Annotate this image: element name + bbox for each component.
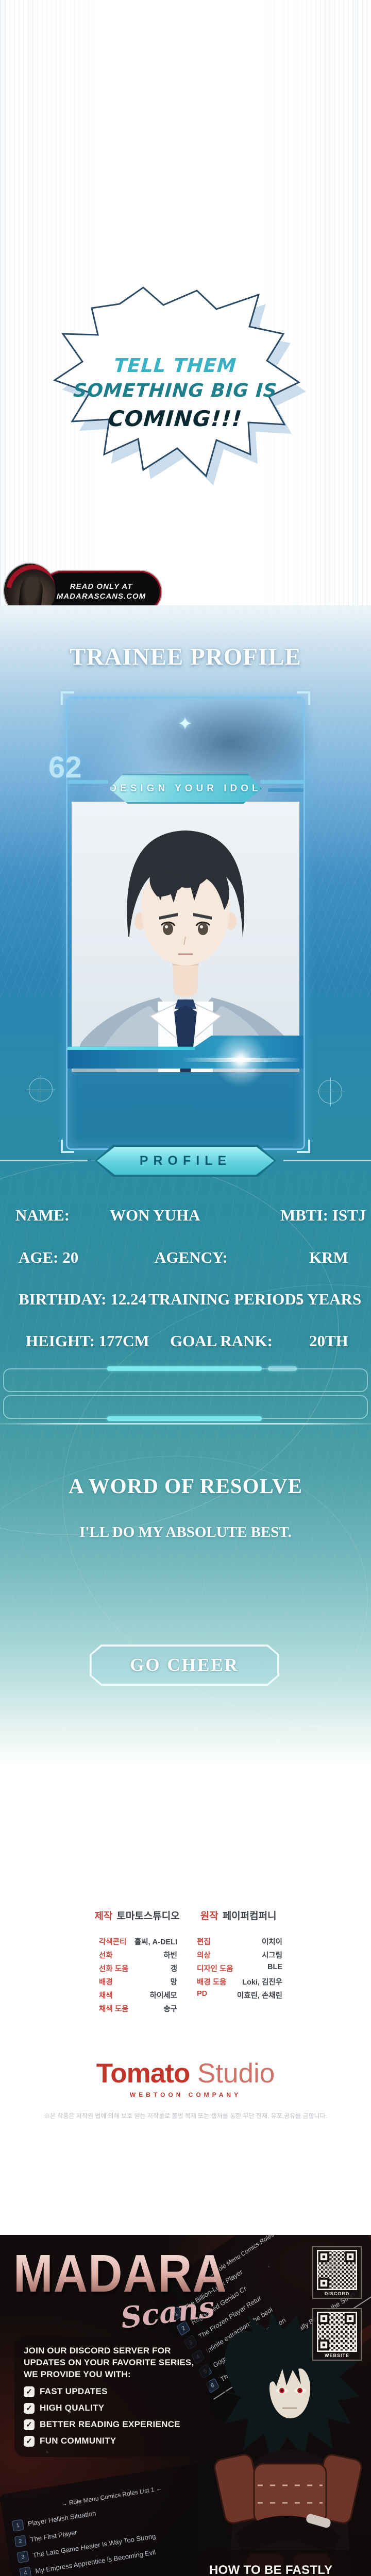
checkbox-check-icon xyxy=(24,2402,35,2414)
studio-logo: Tomato Studio WEBTOON COMPANY xyxy=(0,2060,371,2098)
stat-height: HEIGHT: 177CM xyxy=(26,1332,149,1350)
credit-row: 선화 도움 갱 xyxy=(99,1965,177,1973)
hud-accent-segment xyxy=(268,1366,297,1371)
checklist-item: FAST UPDATES xyxy=(24,2386,200,2397)
stat-goal-value: 20TH xyxy=(309,1332,348,1350)
frame-corner-bracket xyxy=(61,1140,74,1153)
qr-pattern-icon xyxy=(317,2250,357,2290)
credits-studio: 제작 토마토스튜디오 xyxy=(94,1911,180,1922)
howto-title: HOW TO BE FASTLY UPDATED ON YOUR SERIES? xyxy=(209,2563,333,2576)
website-qr-code[interactable]: WEBSITE xyxy=(312,2308,362,2361)
checklist-item: FUN COMMUNITY xyxy=(24,2435,200,2447)
hud-wing-line xyxy=(260,780,303,784)
credit-row: 편집 이치이 xyxy=(197,1938,282,1946)
credits-original: 원작 페이퍼컴퍼니 xyxy=(200,1911,277,1922)
qr-label: WEBSITE xyxy=(324,2353,349,2358)
stat-name-label: NAME: xyxy=(15,1206,70,1224)
logo-studio: Studio xyxy=(190,2058,275,2089)
discord-join-panel: JOIN OUR DISCORD SERVER FOR UPDATES ON Y… xyxy=(14,2336,209,2457)
checkbox-check-icon xyxy=(24,2435,35,2447)
hud-accent-segment xyxy=(107,1416,262,1421)
badge-line-1: READ ONLY AT xyxy=(70,582,133,591)
resolve-title: A WORD OF RESOLVE xyxy=(68,1474,303,1498)
frame-corner-bracket xyxy=(297,691,310,705)
promo-title: MADARA xyxy=(13,2244,227,2303)
lens-flare xyxy=(181,1021,300,1098)
bubble-line-2: SOMETHING BIG IS xyxy=(72,380,278,401)
qr-label: DISCORD xyxy=(324,2291,350,2296)
bubble-line-3: COMING!!! xyxy=(107,406,243,431)
checkbox-check-icon xyxy=(24,2386,35,2397)
credit-row: 의상 시그림 xyxy=(197,1952,282,1960)
wave-mesh-texture xyxy=(0,1172,371,1636)
go-cheer-label: GO CHEER xyxy=(130,1655,239,1675)
checkbox-check-icon xyxy=(24,2419,35,2430)
card-header-label: DESIGN YOUR IDOL xyxy=(109,783,262,794)
crosshair-ornament xyxy=(316,1077,345,1106)
stat-mbti: MBTI: ISTJ xyxy=(280,1206,366,1224)
credits-table: 각색콘티 홀씨, A-DELI 선화 하빈 선화 도움 갱 배경 망 채색 하이세모 채색… xyxy=(99,1936,282,2016)
logo-subtitle: WEBTOON COMPANY xyxy=(129,2091,242,2098)
credits-right-column: 편집 이치이 의상 시그림 디자인 도움 BLE 배경 도움 Loki, 김진우 PD 이… xyxy=(197,1936,282,2016)
qr-pattern-icon xyxy=(317,2312,357,2352)
madara-promo-banner: Role Menu Comics Roles List 1 The Billio… xyxy=(0,2235,371,2576)
credit-row: 디자인 도움 BLE xyxy=(197,1963,282,1973)
stat-training-value: 5 YEARS xyxy=(296,1290,362,1308)
speech-bubble: TELL THEM SOMETHING BIG IS COMING!!! xyxy=(42,284,308,506)
stat-birthday: BIRTHDAY: 12.24 xyxy=(19,1290,147,1308)
copyright-notice: ※본 작품은 저작권 법에 의해 보호 받는 저작물로 불법 복제 또는 캡처를… xyxy=(43,2112,328,2120)
discord-qr-code[interactable]: DISCORD xyxy=(312,2246,362,2299)
credit-row: 선화 하빈 xyxy=(99,1952,177,1960)
checklist-item: HIGH QUALITY xyxy=(24,2402,200,2414)
sparkle-icon: ✦ xyxy=(177,713,193,734)
profile-banner-label: PROFILE xyxy=(139,1153,232,1168)
badge-line-2: MADARASCANS.COM xyxy=(56,592,146,601)
stat-goal-label: GOAL RANK: xyxy=(170,1332,273,1350)
hud-accent-segment xyxy=(107,1366,262,1371)
episode-number: 62 xyxy=(48,751,82,784)
resolve-quote: I'LL DO MY ABSOLUTE BEST. xyxy=(79,1524,292,1540)
hud-divider-line xyxy=(0,1423,371,1425)
stat-training-label: TRAINING PERIOD: xyxy=(148,1290,302,1308)
hud-wing-line xyxy=(268,788,303,792)
credit-row: PD 이효린, 손채린 xyxy=(197,1990,282,2000)
burst-bubble-shape xyxy=(53,286,306,485)
howto-panel: HOW TO BE FASTLY UPDATED ON YOUR SERIES?… xyxy=(199,2550,368,2576)
credit-row: 배경 망 xyxy=(99,1978,177,1987)
banner-side-line xyxy=(0,1160,88,1161)
go-cheer-button[interactable]: GO CHEER xyxy=(90,1645,279,1686)
bubble-line-1: TELL THEM xyxy=(113,354,238,377)
logo-tomato: Tomato xyxy=(96,2058,190,2089)
hud-wing-line xyxy=(68,780,108,784)
checklist-item: BETTER READING EXPERIENCE xyxy=(24,2419,200,2430)
banner-side-line xyxy=(283,1160,371,1161)
page-title: TRAINEE PROFILE xyxy=(70,643,301,670)
frame-corner-bracket xyxy=(297,1140,310,1153)
hud-divider-bar xyxy=(3,1368,368,1392)
card-header-banner: DESIGN YOUR IDOL xyxy=(109,774,262,804)
credit-row: 채색 하이세모 xyxy=(99,1992,177,2000)
stat-agency-label: AGENCY: xyxy=(155,1248,228,1266)
hud-divider-bar xyxy=(3,1395,368,1419)
credit-row: 배경 도움 Loki, 김진우 xyxy=(197,1978,282,1987)
crosshair-ornament xyxy=(26,1075,55,1104)
stat-age: AGE: 20 xyxy=(19,1248,79,1266)
credits-left-column: 각색콘티 홀씨, A-DELI 선화 하빈 선화 도움 갱 배경 망 채색 하이세모 채색… xyxy=(99,1936,177,2016)
frame-corner-bracket xyxy=(61,691,74,705)
profile-section-banner: PROFILE xyxy=(95,1145,276,1177)
credit-row: 각색콘티 홀씨, A-DELI xyxy=(99,1938,177,1946)
stat-agency-value: KRM xyxy=(309,1248,348,1266)
credit-row: 채색 도움 송구 xyxy=(99,2005,177,2013)
credits-header: 제작 토마토스튜디오 원작 페이퍼컴퍼니 xyxy=(0,1908,371,1922)
join-text: JOIN OUR DISCORD SERVER FOR UPDATES ON Y… xyxy=(24,2346,194,2379)
stat-name-value: WON YUHA xyxy=(110,1206,200,1224)
